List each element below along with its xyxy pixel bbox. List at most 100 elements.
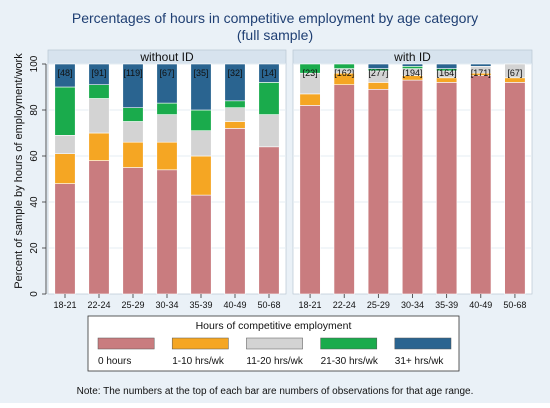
legend-label-0: 0 hours bbox=[98, 356, 131, 367]
count-label-1-0: [23] bbox=[303, 68, 318, 78]
bar-1-4-4 bbox=[436, 63, 458, 69]
bar-0-6-0 bbox=[258, 146, 280, 295]
bar-0-4-2 bbox=[190, 130, 212, 157]
y-tick-label-4: 80 bbox=[29, 104, 40, 116]
bar-0-1-4 bbox=[88, 63, 110, 86]
count-label-0-2: [119] bbox=[123, 68, 142, 78]
bar-0-5-0 bbox=[224, 128, 246, 295]
legend-swatch-2 bbox=[246, 337, 303, 350]
x-tick-label-0-4: 35-39 bbox=[189, 300, 212, 310]
bar-0-0-0 bbox=[54, 183, 76, 295]
bar-0-2-1 bbox=[122, 141, 144, 168]
bar-1-6-0 bbox=[504, 82, 526, 295]
bar-0-4-1 bbox=[190, 155, 212, 196]
bar-1-0-3 bbox=[299, 63, 321, 74]
bar-1-6-1 bbox=[504, 77, 526, 83]
count-label-0-3: [67] bbox=[159, 68, 174, 78]
count-label-0-6: [14] bbox=[261, 68, 276, 78]
x-tick-label-0-1: 22-24 bbox=[87, 300, 110, 310]
bar-1-0-0 bbox=[299, 105, 321, 295]
bar-1-4-0 bbox=[436, 82, 458, 295]
y-tick-label-3: 60 bbox=[29, 150, 40, 162]
bar-0-6-2 bbox=[258, 114, 280, 148]
bar-0-6-4 bbox=[258, 63, 280, 83]
y-tick-label-5: 100 bbox=[29, 55, 40, 72]
count-label-0-4: [35] bbox=[193, 68, 208, 78]
y-tick-label-1: 20 bbox=[29, 242, 40, 254]
legend-swatch-1 bbox=[171, 337, 229, 350]
x-tick-label-0-6: 50-68 bbox=[257, 300, 280, 310]
bar-0-0-2 bbox=[54, 135, 76, 155]
panel-title-0: without ID bbox=[139, 50, 194, 64]
bar-0-2-3 bbox=[122, 107, 144, 122]
panel-title-1: with ID bbox=[393, 50, 431, 64]
bar-0-2-0 bbox=[122, 167, 144, 295]
bar-0-3-3 bbox=[156, 102, 178, 115]
bar-1-5-0 bbox=[470, 75, 492, 295]
bar-1-5-4 bbox=[470, 63, 492, 67]
bar-1-1-3 bbox=[333, 63, 355, 69]
bar-1-1-0 bbox=[333, 84, 355, 295]
x-tick-label-1-4: 35-39 bbox=[435, 300, 458, 310]
bar-1-3-0 bbox=[401, 79, 424, 295]
count-label-1-6: [67] bbox=[507, 68, 522, 78]
legend-label-1: 1-10 hrs/wk bbox=[172, 356, 225, 367]
count-label-1-2: [277] bbox=[368, 68, 388, 78]
bar-0-1-3 bbox=[88, 84, 110, 99]
x-tick-label-1-2: 25-29 bbox=[367, 300, 390, 310]
bar-0-3-1 bbox=[156, 141, 178, 171]
chart-title: Percentages of hours in competitive empl… bbox=[72, 10, 478, 26]
x-tick-label-0-2: 25-29 bbox=[121, 300, 144, 310]
bar-0-5-4 bbox=[224, 63, 246, 102]
y-tick-label-2: 40 bbox=[29, 196, 40, 208]
chart-note: Note: The numbers at the top of each bar… bbox=[77, 386, 474, 397]
x-tick-label-0-0: 18-21 bbox=[53, 300, 76, 310]
chart-subtitle: (full sample) bbox=[237, 27, 313, 43]
bar-0-2-4 bbox=[122, 63, 144, 109]
legend-swatch-3 bbox=[320, 337, 378, 350]
bar-1-2-1 bbox=[367, 82, 389, 90]
y-tick-label-0: 0 bbox=[29, 291, 40, 297]
bar-0-5-2 bbox=[224, 107, 246, 122]
bar-0-3-4 bbox=[156, 63, 178, 104]
bar-0-0-1 bbox=[54, 153, 76, 184]
y-axis-label: Percent of sample by hours of employment… bbox=[13, 53, 25, 289]
count-label-0-1: [91] bbox=[91, 68, 106, 78]
count-label-1-3: [194] bbox=[402, 68, 422, 78]
bar-1-2-4 bbox=[367, 63, 389, 69]
x-tick-label-0-5: 40-49 bbox=[223, 300, 246, 310]
x-tick-label-1-6: 50-68 bbox=[503, 300, 526, 310]
bar-0-5-3 bbox=[224, 100, 246, 109]
x-tick-label-1-5: 40-49 bbox=[469, 300, 492, 310]
bar-0-3-0 bbox=[156, 169, 178, 295]
bar-0-0-3 bbox=[54, 86, 76, 136]
legend-label-2: 11-20 hrs/wk bbox=[246, 356, 304, 367]
count-label-0-5: [32] bbox=[227, 68, 242, 78]
legend-swatch-4 bbox=[394, 337, 452, 350]
bar-0-1-2 bbox=[88, 98, 110, 134]
bar-0-3-2 bbox=[156, 114, 178, 143]
bar-1-6-2 bbox=[504, 63, 526, 79]
bar-0-4-0 bbox=[190, 194, 212, 295]
bar-0-2-2 bbox=[122, 121, 144, 143]
legend-label-3: 21-30 hrs/wk bbox=[321, 356, 379, 367]
bar-1-3-4 bbox=[401, 63, 424, 67]
bar-0-6-3 bbox=[258, 82, 280, 115]
legend-label-4: 31+ hrs/wk bbox=[395, 356, 445, 367]
legend-title: Hours of competitive employment bbox=[196, 320, 352, 332]
count-label-0-0: [48] bbox=[57, 68, 72, 78]
bar-0-1-0 bbox=[88, 160, 110, 295]
bar-0-4-4 bbox=[190, 63, 212, 111]
bar-0-5-1 bbox=[224, 121, 246, 129]
bar-0-4-3 bbox=[190, 109, 212, 132]
bar-1-2-0 bbox=[367, 89, 389, 295]
bar-0-1-1 bbox=[88, 132, 110, 161]
count-label-1-5: [171] bbox=[471, 68, 491, 78]
bar-1-4-1 bbox=[436, 77, 458, 83]
legend-swatch-0 bbox=[97, 337, 155, 350]
x-tick-label-1-0: 18-21 bbox=[299, 300, 322, 310]
x-tick-label-1-1: 22-24 bbox=[333, 300, 356, 310]
x-tick-label-0-3: 30-34 bbox=[155, 300, 178, 310]
count-label-1-4: [164] bbox=[437, 68, 457, 78]
